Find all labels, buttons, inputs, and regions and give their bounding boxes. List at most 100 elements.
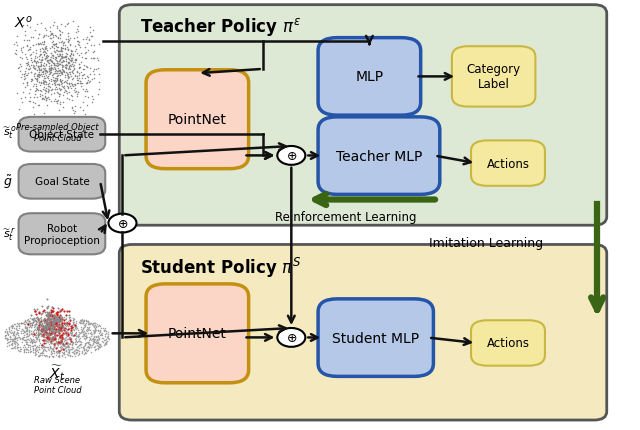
Point: [28, 324, 38, 331]
Point: [6, 324, 17, 331]
Point: [61, 319, 72, 326]
Point: [22, 22, 32, 29]
Point: [64, 70, 74, 77]
Point: [52, 77, 62, 84]
Point: [81, 318, 91, 325]
Point: [36, 41, 46, 48]
Point: [73, 342, 83, 349]
Point: [86, 34, 97, 40]
Point: [54, 56, 65, 63]
Point: [61, 344, 71, 351]
Point: [49, 317, 59, 324]
Point: [49, 324, 59, 331]
Point: [51, 57, 61, 64]
Point: [24, 335, 35, 342]
Point: [70, 81, 80, 88]
Point: [25, 98, 35, 105]
Point: [70, 332, 80, 338]
Point: [50, 335, 60, 342]
Point: [79, 332, 90, 339]
Point: [95, 325, 106, 332]
Point: [71, 29, 81, 36]
Point: [46, 87, 56, 94]
Point: [31, 318, 42, 325]
Point: [4, 338, 14, 345]
Point: [92, 55, 102, 62]
Point: [29, 66, 39, 73]
Point: [56, 61, 66, 68]
Point: [41, 320, 51, 327]
Point: [54, 332, 64, 339]
Point: [67, 315, 77, 322]
Point: [53, 305, 63, 312]
Point: [30, 88, 40, 95]
Point: [73, 77, 83, 84]
Point: [40, 44, 51, 51]
Point: [33, 323, 43, 330]
Point: [31, 329, 42, 336]
Point: [53, 353, 63, 359]
Point: [56, 315, 66, 322]
Point: [51, 56, 61, 63]
Point: [35, 92, 45, 98]
Point: [69, 43, 79, 50]
Point: [10, 336, 20, 343]
Point: [90, 329, 100, 335]
Point: [20, 324, 31, 331]
Point: [13, 341, 23, 347]
Point: [42, 323, 52, 330]
Point: [79, 332, 89, 339]
Point: [69, 332, 79, 338]
Point: [8, 331, 19, 338]
Point: [72, 73, 82, 80]
Point: [61, 63, 71, 70]
Point: [61, 350, 72, 357]
Point: [44, 325, 54, 332]
Point: [38, 337, 49, 344]
Point: [56, 326, 66, 333]
Point: [42, 86, 52, 92]
Point: [78, 107, 88, 114]
Point: [44, 57, 54, 64]
Point: [48, 324, 58, 331]
Point: [62, 90, 72, 97]
Point: [67, 342, 77, 349]
Point: [54, 334, 65, 341]
Point: [48, 320, 58, 327]
Point: [30, 65, 40, 72]
Point: [47, 320, 58, 327]
Point: [64, 60, 74, 67]
Point: [48, 77, 58, 84]
Point: [54, 344, 65, 350]
Point: [48, 319, 58, 326]
Point: [86, 321, 97, 328]
Point: [54, 67, 65, 74]
Point: [23, 336, 33, 343]
Point: [26, 45, 36, 52]
Point: [25, 322, 35, 329]
Point: [41, 28, 51, 34]
Point: [64, 320, 74, 327]
Point: [26, 77, 36, 83]
Point: [79, 350, 90, 357]
Point: [101, 328, 111, 335]
Point: [76, 317, 86, 324]
Point: [60, 47, 70, 54]
Point: [59, 316, 69, 323]
Point: [52, 319, 63, 326]
Point: [81, 333, 91, 340]
Point: [42, 329, 52, 336]
Point: [42, 305, 52, 312]
Point: [25, 342, 35, 349]
Point: [70, 73, 80, 80]
Point: [17, 335, 28, 342]
Point: [42, 316, 52, 322]
Point: [72, 70, 83, 77]
Point: [56, 59, 66, 66]
Point: [26, 338, 36, 344]
Point: [33, 42, 43, 49]
Point: [65, 80, 75, 87]
Point: [37, 337, 47, 344]
Point: [33, 74, 43, 80]
Point: [57, 320, 67, 327]
